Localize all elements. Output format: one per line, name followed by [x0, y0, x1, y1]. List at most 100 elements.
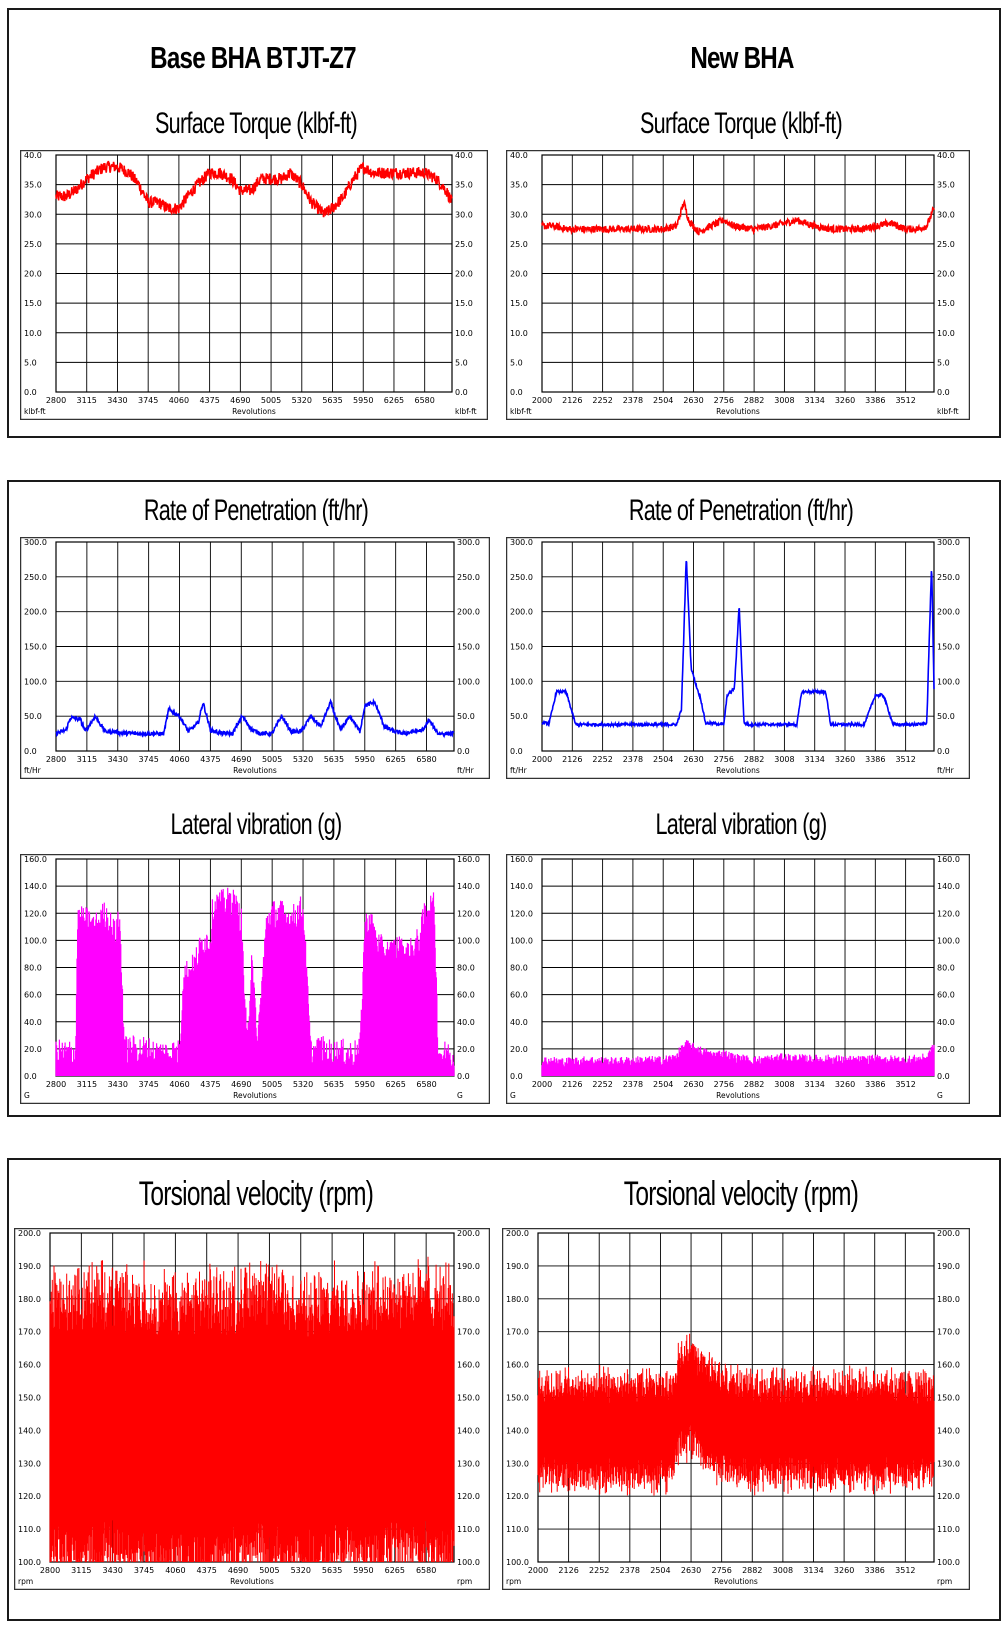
y-tick-label-right: 20.0: [937, 270, 955, 279]
y-tick-label-right: 0.0: [937, 747, 950, 756]
x-tick-label: 6580: [415, 396, 435, 405]
unit-label-right: klbf-ft: [455, 407, 477, 416]
y-tick-label-right: 250.0: [457, 573, 480, 582]
y-tick-label-left: 50.0: [24, 712, 42, 721]
x-tick-label: 4690: [231, 1080, 251, 1089]
x-axis-label: Revolutions: [233, 1091, 277, 1100]
x-tick-labels: 2000 2126 2252 2378 2504 2630 2756 2882 3008 3134…: [528, 1566, 916, 1575]
x-tick-label: 5635: [324, 755, 344, 764]
y-tick-label-left: 5.0: [510, 358, 523, 367]
y-tick-label-right: 110.0: [937, 1525, 960, 1534]
x-tick-label: 2630: [683, 755, 703, 764]
x-tick-label: 3430: [108, 1080, 128, 1089]
y-tick-label-right: 200.0: [457, 608, 480, 617]
y-tick-labels: 0.0 0.0 20.0 20.0 40.0 40.0 60.0 60.0 80.0 80.0 10…: [24, 855, 480, 1081]
x-tick-label: 5005: [259, 1566, 279, 1575]
x-tick-label: 4060: [165, 1566, 185, 1575]
y-tick-label-right: 20.0: [457, 1045, 475, 1054]
x-tick-label: 6580: [416, 1566, 436, 1575]
y-tick-label-left: 20.0: [24, 1045, 42, 1054]
series: [55, 697, 455, 739]
x-tick-label: 3008: [773, 1566, 793, 1575]
x-tick-label: 3134: [805, 1080, 825, 1089]
title-torsional-base: Torsional velocity (rpm): [138, 1175, 374, 1213]
x-tick-label: 2756: [711, 1566, 731, 1575]
y-tick-label-left: 250.0: [24, 573, 47, 582]
x-tick-label: 2126: [562, 1080, 582, 1089]
x-tick-label: 3745: [138, 396, 158, 405]
y-tick-label-right: 60.0: [937, 991, 955, 1000]
y-tick-label-right: 30.0: [455, 210, 473, 219]
y-tick-label-right: 0.0: [457, 747, 470, 756]
series: [541, 198, 935, 236]
y-tick-label-right: 100.0: [457, 677, 480, 686]
y-tick-label-right: 250.0: [937, 573, 960, 582]
y-tick-label-left: 110.0: [506, 1525, 529, 1534]
unit-label-right: G: [937, 1091, 943, 1100]
unit-label-right: ft/Hr: [457, 766, 475, 775]
y-tick-label-right: 40.0: [457, 1018, 475, 1027]
y-tick-label-left: 120.0: [24, 909, 47, 918]
unit-label-right: ft/Hr: [937, 766, 955, 775]
unit-label-right: rpm: [457, 1577, 472, 1586]
series: [541, 560, 935, 730]
title-torque-base: Surface Torque (klbf-ft): [154, 107, 358, 140]
x-tick-labels: 2000 2126 2252 2378 2504 2630 2756 2882 3008 3134…: [532, 396, 916, 405]
x-axis-label: Revolutions: [716, 766, 760, 775]
x-tick-label: 2756: [714, 1080, 734, 1089]
grid: [55, 154, 452, 393]
y-tick-label-right: 150.0: [457, 1394, 480, 1403]
x-axis-label: Revolutions: [232, 407, 276, 416]
y-tick-label-left: 40.0: [24, 1018, 42, 1027]
y-tick-label-right: 140.0: [457, 882, 480, 891]
y-tick-labels: 0.0 0.0 20.0 20.0 40.0 40.0 60.0 60.0 80.0 80.0 10…: [510, 855, 960, 1081]
x-tick-label: 5635: [324, 1080, 344, 1089]
x-tick-label: 3115: [71, 1566, 91, 1575]
x-tick-label: 5950: [355, 1080, 375, 1089]
x-axis-label: Revolutions: [716, 407, 760, 416]
x-tick-label: 6580: [416, 1080, 436, 1089]
unit-label-right: rpm: [937, 1577, 952, 1586]
x-tick-labels: 2000 2126 2252 2378 2504 2630 2756 2882 3008 3134…: [532, 1080, 916, 1089]
x-tick-label: 6265: [385, 755, 405, 764]
y-tick-label-left: 190.0: [18, 1262, 41, 1271]
series-area: [541, 1040, 935, 1076]
y-tick-label-right: 50.0: [937, 712, 955, 721]
unit-label-left: rpm: [18, 1577, 33, 1586]
x-tick-label: 3008: [774, 396, 794, 405]
y-tick-label-left: 150.0: [506, 1394, 529, 1403]
y-tick-labels: 100.0 100.0 110.0 110.0 120.0 120.0 130.0 130.0…: [18, 1229, 480, 1567]
y-tick-label-right: 200.0: [937, 1229, 960, 1238]
x-tick-label: 2800: [46, 755, 66, 764]
unit-label-left: klbf-ft: [24, 407, 46, 416]
x-tick-label: 3260: [835, 755, 855, 764]
x-tick-label: 3430: [108, 755, 128, 764]
chart-rop-new: 0.0 0.0 50.0 50.0 100.0 100.0 150.0 150.0 200.0 2…: [506, 537, 970, 779]
y-tick-label-right: 0.0: [455, 388, 468, 397]
x-tick-label: 3745: [138, 1080, 158, 1089]
x-tick-label: 3115: [77, 1080, 97, 1089]
y-tick-label-right: 170.0: [457, 1328, 480, 1337]
y-tick-label-left: 140.0: [24, 882, 47, 891]
x-tick-label: 3134: [805, 755, 825, 764]
y-tick-label-left: 20.0: [510, 1045, 528, 1054]
x-tick-label: 4690: [231, 755, 251, 764]
y-tick-label-left: 160.0: [506, 1361, 529, 1370]
x-tick-label: 2378: [623, 1080, 643, 1089]
y-tick-label-left: 5.0: [24, 358, 37, 367]
y-tick-label-right: 160.0: [937, 855, 960, 864]
x-tick-label: 5320: [293, 755, 313, 764]
y-tick-label-left: 160.0: [510, 855, 533, 864]
y-tick-label-left: 140.0: [506, 1426, 529, 1435]
x-tick-label: 2252: [592, 396, 612, 405]
y-tick-label-right: 0.0: [937, 1072, 950, 1081]
y-tick-label-right: 190.0: [457, 1262, 480, 1271]
y-tick-label-left: 0.0: [24, 388, 37, 397]
y-tick-labels: 0.0 0.0 5.0 5.0 10.0 10.0 15.0 15.0 20.0 20.0 25.0…: [510, 151, 955, 397]
y-tick-label-left: 15.0: [510, 299, 528, 308]
y-tick-label-left: 180.0: [506, 1295, 529, 1304]
y-tick-labels: 0.0 0.0 50.0 50.0 100.0 100.0 150.0 150.0 200.0 2…: [24, 538, 480, 756]
x-tick-label: 2378: [623, 396, 643, 405]
unit-label-left: klbf-ft: [510, 407, 532, 416]
x-tick-label: 3260: [835, 396, 855, 405]
